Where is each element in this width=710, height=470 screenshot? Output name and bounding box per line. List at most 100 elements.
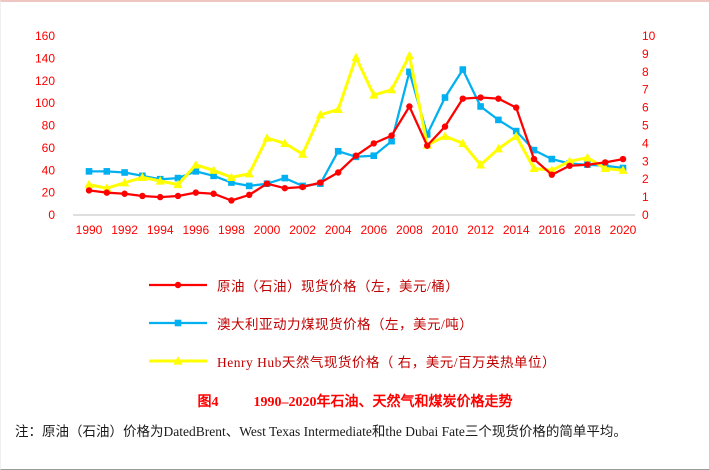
x-axis-tick-label: 1990 [76,223,103,237]
legend-label-henry-hub-gas: Henry Hub天然气现货价格（ 右，美元/百万英热单位） [217,355,556,370]
australian-coal-marker [441,94,449,101]
australian-coal-marker [85,168,93,175]
right-axis-tick-label: 4 [642,136,649,150]
australian-coal-marker [370,152,378,160]
henry-hub-gas-marker [440,131,450,140]
x-axis-tick-label: 1992 [111,223,138,237]
left-axis-tick-label: 80 [42,119,56,133]
crude-oil-legend-marker [174,281,182,289]
crude-oil-marker [281,184,288,192]
x-axis-tick-label: 2008 [396,223,423,237]
left-axis-tick-label: 120 [35,74,55,88]
crude-oil-marker [335,169,342,176]
crude-oil-marker [157,193,164,201]
henry-hub-gas-marker [351,52,361,62]
crude-oil-marker [210,190,217,197]
right-axis-tick-label: 10 [642,29,656,43]
henry-hub-gas-marker [137,172,147,182]
australian-coal-marker [477,103,484,110]
crude-oil-marker [317,179,324,186]
crude-oil-marker [121,190,128,197]
crude-oil-marker [513,104,520,111]
australian-coal-marker [530,146,538,154]
crude-oil-marker [299,183,306,191]
chart-legend: 原油（石油）现货价格（左，美元/桶） 澳大利亚动力煤现货价格（左，美元/吨） H… [149,277,709,370]
crude-oil-marker [424,142,431,149]
crude-oil-marker [388,132,395,139]
x-axis-tick-label: 2014 [503,223,530,237]
henry-hub-gas-line-sample [149,356,207,365]
henry-hub-gas-marker [102,183,112,192]
x-axis-tick-label: 2018 [574,223,601,237]
henry-hub-gas-marker [173,179,183,189]
henry-hub-gas-marker [511,131,521,140]
henry-hub-gas-marker [458,138,468,147]
figure-note: 注：原油（石油）价格为DatedBrent、West Texas Interme… [15,424,627,439]
right-axis-tick-label: 2 [642,172,649,186]
henry-hub-gas-marker [387,84,397,94]
henry-hub-gas-marker [315,109,325,119]
x-axis-tick-label: 2002 [289,223,316,237]
henry-hub-gas-legend-marker [173,356,183,365]
henry-hub-gas-marker [369,90,379,99]
right-axis-tick-label: 5 [642,119,649,133]
price-trend-chart: 0 20 40 60 80 100 120 140 160 0 1 2 3 4 5 6 7 8 9 10 1990 199… [35,29,656,237]
crude-oil-marker [103,189,111,196]
australian-coal-marker [174,174,182,182]
crude-oil-marker [441,123,449,130]
henry-hub-gas-marker [84,179,94,189]
australian-coal-legend-marker [174,319,182,327]
henry-hub-gas-marker [209,165,219,174]
legend-label-australian-coal: 澳大利亚动力煤现货价格（左，美元/吨） [217,317,474,332]
x-axis-tick-label: 1998 [218,223,245,237]
crude-oil-marker [459,95,466,102]
henry-hub-gas-marker [582,152,592,162]
right-axis-tick-label: 6 [642,101,649,115]
left-axis-tick-label: 140 [35,51,55,65]
x-axis-tick-label: 2010 [432,223,459,237]
crude-oil-marker [566,162,573,169]
henry-hub-gas-marker [476,160,486,169]
australian-coal-marker [281,174,289,182]
australian-coal-marker [548,155,556,163]
left-axis-tick-label: 60 [42,141,56,155]
crude-oil-marker [370,140,377,147]
australian-coal-marker [228,179,235,186]
henry-hub-gas-marker [226,172,236,182]
left-axis-tick-label: 0 [48,208,55,222]
crude-oil-marker [85,187,93,194]
left-axis-tick-label: 40 [42,163,56,177]
x-axis-tick-label: 2020 [610,223,637,237]
right-axis-tick-label: 1 [642,190,649,204]
x-axis-tick-label: 2000 [254,223,281,237]
crude-oil-marker [584,161,591,168]
legend-item-crude-oil: 原油（石油）现货价格（左，美元/桶） [149,277,709,294]
right-axis-tick-label: 9 [642,47,649,61]
legend-label-crude-oil: 原油（石油）现货价格（左，美元/桶） [217,279,460,294]
x-axis-tick-label: 2016 [538,223,565,237]
right-axis-tick-label: 8 [642,65,649,79]
left-axis-tick-label: 160 [35,29,55,43]
crude-oil-marker [548,171,555,178]
left-axis-tick-label: 20 [42,186,56,200]
australian-coal-marker [423,131,431,138]
henry-hub-gas-marker [244,169,254,178]
henry-hub-gas-marker [565,156,575,165]
australian-coal-marker [245,182,253,190]
crude-oil-marker [495,95,502,102]
crude-oil-marker [602,159,609,166]
crude-oil-line [88,96,624,202]
right-axis-tick-label: 3 [642,154,649,168]
henry-hub-gas-marker [404,50,414,60]
crude-oil-marker [246,191,253,199]
henry-hub-gas-marker [155,176,165,185]
crude-oil-marker [174,192,182,200]
x-axis-tick-label: 2012 [467,223,494,237]
henry-hub-gas-marker [280,138,290,147]
x-axis-tick-label: 1996 [182,223,209,237]
australian-coal-line-sample [149,319,207,327]
australian-coal-marker [459,66,467,73]
crude-oil-marker [352,152,360,159]
crude-oil-marker [406,103,413,110]
